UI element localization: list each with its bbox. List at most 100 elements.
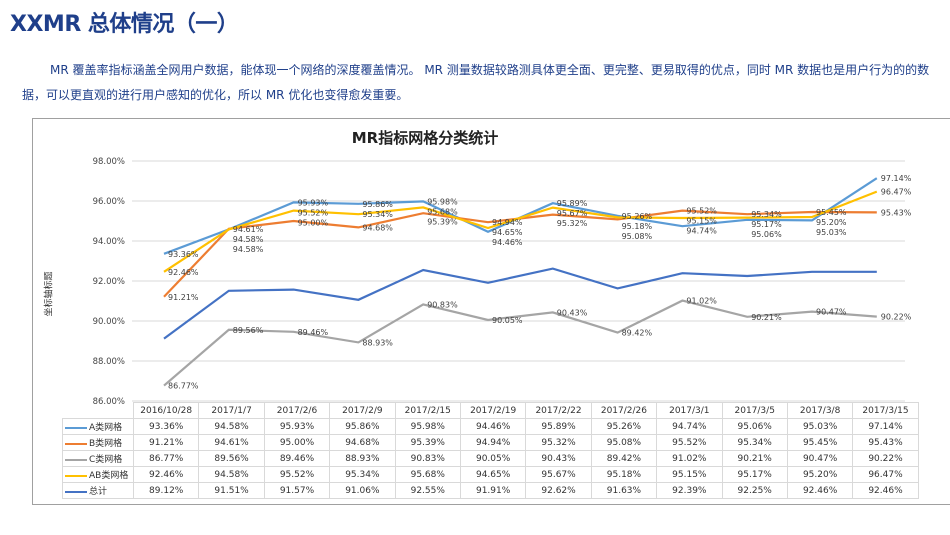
data-label: 94.58% — [233, 235, 264, 244]
data-label: 95.34% — [362, 210, 393, 219]
x-category-label: 2017/3/1 — [656, 402, 723, 419]
series-name: AB类网格 — [89, 471, 129, 481]
series-line-4 — [163, 267, 877, 340]
table-cell: 95.15% — [656, 466, 723, 483]
table-cell: 94.74% — [656, 418, 723, 435]
data-label: 96.47% — [881, 188, 912, 197]
corner-cell — [63, 403, 134, 419]
data-label: 95.68% — [427, 207, 458, 216]
legend-swatch — [65, 490, 87, 493]
data-label: 89.42% — [622, 329, 653, 338]
data-label: 93.36% — [168, 250, 199, 259]
data-label: 95.32% — [557, 219, 588, 228]
table-cell: 94.94% — [459, 434, 527, 451]
data-label: 94.65% — [492, 228, 523, 237]
series-name: 总计 — [89, 487, 108, 497]
data-label: 95.43% — [881, 208, 912, 217]
legend-entry: A类网格 — [62, 418, 134, 435]
table-cell: 95.86% — [329, 418, 396, 435]
table-cell: 95.17% — [721, 466, 788, 483]
table-cell: 92.55% — [394, 482, 461, 499]
table-cell: 97.14% — [852, 418, 919, 435]
table-cell: 91.91% — [459, 482, 527, 499]
table-cell: 94.65% — [459, 466, 527, 483]
data-label: 86.77% — [168, 382, 199, 391]
legend-entry: B类网格 — [62, 434, 134, 451]
table-cell: 90.21% — [721, 450, 788, 467]
table-cell: 86.77% — [132, 450, 200, 467]
table-cell: 89.56% — [198, 450, 265, 467]
table-cell: 92.25% — [721, 482, 788, 499]
legend-swatch — [65, 474, 87, 477]
table-cell: 95.03% — [786, 418, 854, 435]
table-cell: 89.46% — [263, 450, 331, 467]
data-label: 95.17% — [751, 220, 782, 229]
table-cell: 95.45% — [786, 434, 854, 451]
data-label: 94.94% — [492, 218, 523, 227]
table-cell: 95.06% — [721, 418, 788, 435]
data-label: 95.26% — [622, 212, 653, 221]
data-label: 95.67% — [557, 209, 588, 218]
table-cell: 95.08% — [590, 434, 658, 451]
legend-entry: AB类网格 — [62, 466, 134, 483]
series-line-3 — [163, 190, 878, 273]
legend-swatch — [65, 426, 87, 429]
data-label: 95.34% — [751, 210, 782, 219]
data-label: 95.98% — [427, 197, 458, 206]
data-label: 95.45% — [816, 208, 847, 217]
table-cell: 95.43% — [852, 434, 919, 451]
y-tick-label: 90.00% — [93, 317, 125, 327]
data-label: 95.00% — [298, 218, 329, 227]
chart-frame — [32, 118, 950, 505]
legend-entry: C类网格 — [62, 450, 134, 467]
table-cell: 93.36% — [132, 418, 200, 435]
legend-entry: 总计 — [62, 482, 134, 499]
data-label: 92.46% — [168, 268, 199, 277]
table-cell: 94.61% — [198, 434, 265, 451]
x-category-label: 2017/2/22 — [525, 402, 592, 419]
table-row: B类网格 91.21% 94.61% 95.00% 94.68% 95.39% 94.94%… — [62, 434, 919, 451]
data-label: 94.61% — [233, 225, 264, 234]
legend-swatch — [65, 442, 87, 445]
data-label: 90.05% — [492, 316, 523, 325]
table-cell: 91.02% — [656, 450, 723, 467]
table-cell: 95.34% — [329, 466, 396, 483]
table-cell: 95.52% — [656, 434, 723, 451]
table-cell: 90.83% — [394, 450, 461, 467]
table-cell: 91.21% — [132, 434, 200, 451]
table-row: C类网格 86.77% 89.56% 89.46% 88.93% 90.83% 90.05%… — [62, 450, 919, 467]
data-label: 89.56% — [233, 326, 264, 335]
data-label: 91.02% — [686, 297, 717, 306]
data-label: 94.58% — [233, 245, 264, 254]
data-label: 95.86% — [362, 200, 393, 209]
table-cell: 92.46% — [852, 482, 919, 499]
data-label: 95.15% — [686, 217, 717, 226]
table-row: AB类网格 92.46% 94.58% 95.52% 95.34% 95.68% 94.65… — [62, 466, 919, 483]
data-label: 95.06% — [751, 230, 782, 239]
y-tick-label: 98.00% — [93, 157, 125, 167]
data-label: 94.74% — [686, 227, 717, 236]
series-name: B类网格 — [89, 439, 123, 449]
table-cell: 92.46% — [786, 482, 854, 499]
data-label: 95.89% — [557, 199, 588, 208]
table-cell: 90.43% — [525, 450, 592, 467]
table-cell: 95.68% — [394, 466, 461, 483]
data-label: 95.18% — [622, 222, 653, 231]
x-category-label: 2017/1/7 — [198, 402, 265, 419]
data-label: 90.83% — [427, 300, 458, 309]
table-cell: 95.32% — [525, 434, 592, 451]
table-cell: 95.20% — [786, 466, 854, 483]
x-category-label: 2017/2/6 — [263, 402, 331, 419]
table-cell: 92.46% — [132, 466, 200, 483]
series-line-2 — [163, 299, 877, 387]
x-category-label: 2017/2/26 — [590, 402, 658, 419]
table-cell: 95.93% — [263, 418, 331, 435]
table-cell: 95.18% — [590, 466, 658, 483]
table-cell: 96.47% — [852, 466, 919, 483]
x-category-label: 2017/2/15 — [394, 402, 461, 419]
y-tick-label: 96.00% — [93, 197, 125, 207]
table-cell: 92.39% — [656, 482, 723, 499]
data-label: 90.21% — [751, 313, 782, 322]
table-cell: 89.12% — [132, 482, 200, 499]
